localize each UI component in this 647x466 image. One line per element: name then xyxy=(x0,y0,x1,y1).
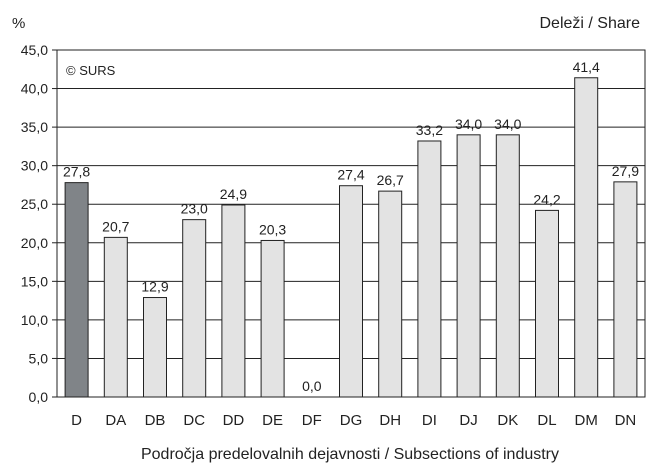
x-tick-label-dd: DD xyxy=(223,412,245,429)
value-label-dk: 34,0 xyxy=(494,116,521,132)
y-tick-label: 10,0 xyxy=(21,312,48,328)
x-tick-label-df: DF xyxy=(302,412,322,429)
value-label-d: 27,8 xyxy=(63,164,90,180)
bar-dj xyxy=(456,134,481,398)
x-tick-label-dm: DM xyxy=(575,412,598,429)
bar-dk xyxy=(495,134,520,398)
x-tick-label-dk: DK xyxy=(497,412,518,429)
y-tick-label: 20,0 xyxy=(21,235,48,251)
bar-dl xyxy=(535,209,559,398)
bar-de xyxy=(260,239,285,398)
bar-dd xyxy=(221,204,246,398)
y-tick-label: 5,0 xyxy=(29,350,49,366)
value-label-de: 20,3 xyxy=(259,221,286,237)
x-tick-label-da: DA xyxy=(105,412,126,429)
value-label-dn: 27,9 xyxy=(612,163,639,179)
y-tick-label: 0,0 xyxy=(29,389,49,405)
y-tick-label: 40,0 xyxy=(21,81,48,97)
bar-di xyxy=(417,140,442,398)
x-tick-label-di: DI xyxy=(422,412,437,429)
x-tick-label-dj: DJ xyxy=(459,412,477,429)
y-tick-label: 45,0 xyxy=(21,42,48,58)
value-label-dc: 23,0 xyxy=(181,201,208,217)
y-tick-label: 30,0 xyxy=(21,158,48,174)
bars xyxy=(64,77,638,398)
x-tick-label-dl: DL xyxy=(537,412,556,429)
value-labels: 27,8 20,7 12,9 23,0 24,9 20,3 0,0 27,4 26,7 33,2 3… xyxy=(63,59,639,394)
x-tick-label-de: DE xyxy=(262,412,283,429)
x-tick-label-dh: DH xyxy=(379,412,401,429)
x-tick-label-d: D xyxy=(71,412,82,429)
copyright-watermark: © SURS xyxy=(66,63,116,78)
y-tick-label: 15,0 xyxy=(21,273,48,289)
x-axis-title: Področja predelovalnih dejavnosti / Subs… xyxy=(141,446,559,463)
bar-da xyxy=(103,236,128,398)
bar-d xyxy=(64,182,89,398)
value-label-df: 0,0 xyxy=(302,378,322,394)
x-tick-label-dc: DC xyxy=(183,412,205,429)
value-label-dh: 26,7 xyxy=(377,172,404,188)
chart-share-label: Deleži / Share xyxy=(540,15,641,32)
y-tick-label: 25,0 xyxy=(21,196,48,212)
y-axis-ticks: 0,0 5,0 10,0 15,0 20,0 25,0 30,0 35,0 40,0 45,0 xyxy=(21,42,57,405)
value-label-db: 12,9 xyxy=(141,279,168,295)
x-tick-label-dg: DG xyxy=(340,412,363,429)
value-label-di: 33,2 xyxy=(416,122,443,138)
x-tick-label-dn: DN xyxy=(615,412,637,429)
value-label-da: 20,7 xyxy=(102,218,129,234)
y-axis-unit-label: % xyxy=(12,15,25,32)
bar-dc xyxy=(182,219,207,398)
bar-db xyxy=(143,297,167,398)
value-label-dl: 24,2 xyxy=(533,191,560,207)
value-label-dj: 34,0 xyxy=(455,116,482,132)
bar-dh xyxy=(378,190,403,398)
x-tick-label-db: DB xyxy=(145,412,166,429)
value-label-dm: 41,4 xyxy=(573,59,600,75)
bar-dg xyxy=(339,185,363,398)
value-label-dg: 27,4 xyxy=(337,167,364,183)
value-label-dd: 24,9 xyxy=(220,186,247,202)
x-axis-ticks: D DA DB DC DD DE DF DG DH DI DJ DK DL DM DN xyxy=(71,412,636,429)
y-tick-label: 35,0 xyxy=(21,119,48,135)
bar-dm xyxy=(574,77,599,398)
bar-dn xyxy=(613,181,638,398)
